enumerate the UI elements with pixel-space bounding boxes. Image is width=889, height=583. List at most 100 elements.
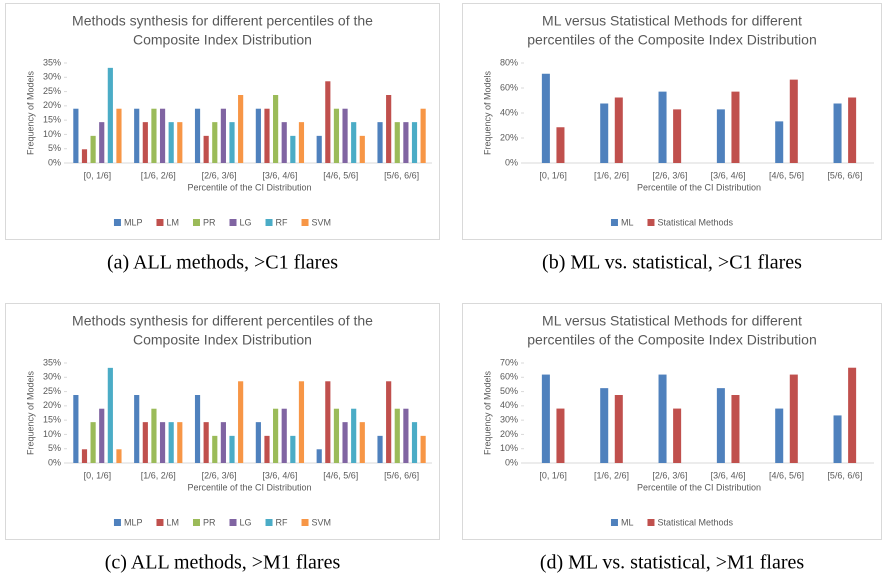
bar [203,422,209,463]
bar [359,135,365,163]
legend-swatch [610,219,618,226]
legend-label: SVM [312,517,332,527]
bar [281,122,287,163]
bar [789,79,798,163]
legend: MLP LM PR LG RF SVM [113,217,331,227]
x-tick-label: [0, 1/6] [539,170,567,180]
chart-title: Methods synthesis for different percenti… [72,13,373,29]
y-tick-label: 30% [500,415,518,425]
bar [775,121,784,163]
bar [229,122,235,163]
y-tick-label: 25% [43,86,61,96]
chart-title: Methods synthesis for different percenti… [72,313,373,329]
chart-title: Composite Index Distribution [133,332,312,348]
bar [168,122,174,163]
y-tick-label: 20% [500,132,518,142]
y-tick-label: 35% [43,57,61,67]
y-tick-label: 15% [43,415,61,425]
legend-swatch [610,519,618,526]
bar [325,81,331,163]
y-tick-label: 70% [500,357,518,367]
bar [403,122,409,163]
legend: ML Statistical Methods [610,217,734,227]
y-tick-label: 25% [43,386,61,396]
legend-swatch [156,219,164,226]
y-tick-label: 80% [500,57,518,67]
bar [359,422,365,463]
bar [316,135,322,163]
bar [658,374,667,463]
legend-swatch [229,219,237,226]
bar [73,395,79,463]
x-tick-label: [4/6, 5/6] [323,470,358,480]
x-tick-label: [1/6, 2/6] [141,470,176,480]
legend-swatch [156,519,164,526]
x-tick-label: [3/6, 4/6] [262,470,297,480]
bar [420,108,426,163]
bar [377,122,383,163]
bar [848,367,857,463]
bar [351,408,357,463]
bar [81,149,88,163]
y-tick-label: 10% [43,129,61,139]
x-tick-label: [3/6, 4/6] [711,170,746,180]
bar [411,122,418,163]
legend-swatch [265,519,273,526]
chart-title: Composite Index Distribution [133,32,312,48]
bar [81,449,88,463]
bar [333,108,340,163]
bar [203,135,209,163]
bar [614,395,623,463]
x-tick-label: [0, 1/6] [84,470,112,480]
bar [212,435,218,463]
bar [386,95,392,163]
x-tick-label: [2/6, 3/6] [652,170,687,180]
bar [600,388,609,463]
bar [316,449,322,463]
y-axis-label: Frequency of Models [482,370,492,455]
legend: ML Statistical Methods [610,517,734,527]
y-tick-label: 10% [43,429,61,439]
chart-panel: Methods synthesis for different percenti… [5,3,440,274]
y-tick-label: 50% [500,386,518,396]
bar [116,108,122,163]
legend-swatch [265,219,273,226]
x-tick-label: [1/6, 2/6] [594,170,629,180]
x-axis-label: Percentile of the CI Distribution [637,482,761,492]
x-tick-label: [5/6, 6/6] [827,170,862,180]
bar [264,435,270,463]
bar [673,408,682,463]
y-tick-label: 30% [43,72,61,82]
y-tick-label: 60% [500,82,518,92]
bar [134,395,140,463]
bar [168,422,174,463]
caption: (d) ML vs. statistical, >M1 flares [540,552,805,574]
bar [151,108,157,163]
bar [386,381,392,463]
bar [342,422,348,463]
y-tick-label: 20% [43,400,61,410]
chart-panel: ML versus Statistical Methods for differ… [462,303,882,574]
y-tick-label: 10% [500,443,518,453]
legend-swatch [113,519,121,526]
bar [90,135,96,163]
y-axis-label: Frequency of Models [482,70,492,155]
legend-label: LG [240,517,252,527]
bar [731,91,740,163]
bar [151,408,157,463]
bar [238,95,244,163]
x-tick-label: [1/6, 2/6] [594,470,629,480]
bar [99,122,105,163]
bar [716,388,725,463]
legend-swatch [192,519,200,526]
legend-swatch [113,219,121,226]
bar [212,122,218,163]
y-tick-label: 30% [43,372,61,382]
chart-title: percentiles of the Composite Index Distr… [527,32,816,48]
chart-title: ML versus Statistical Methods for differ… [542,13,802,29]
bar [556,127,565,163]
y-axis-label: Frequency of Models [25,370,35,455]
legend-label: ML [621,217,634,227]
x-tick-label: [2/6, 3/6] [202,470,237,480]
caption: (b) ML vs. statistical, >C1 flares [542,252,802,274]
